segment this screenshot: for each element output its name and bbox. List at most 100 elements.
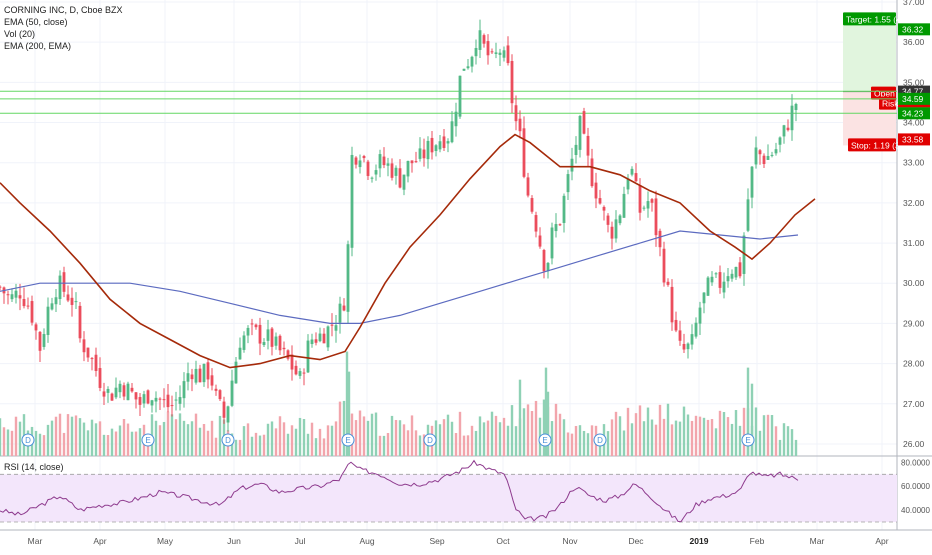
volume-bar (502, 417, 506, 456)
candle-body (226, 406, 230, 423)
volume-bar (730, 423, 734, 456)
volume-bar (2, 427, 6, 456)
volume-bar (262, 434, 266, 456)
volume-bar (554, 403, 558, 456)
time-tick-label: Feb (750, 536, 765, 546)
candle-body (18, 295, 22, 299)
candle-body (774, 149, 778, 154)
candle-body (566, 174, 570, 193)
volume-bar (510, 405, 514, 456)
candle-body (562, 195, 566, 223)
candle-body (738, 262, 742, 277)
candle-body (434, 145, 438, 152)
indicator-ema200[interactable]: EMA (200, EMA) (4, 41, 72, 51)
rsi-legend[interactable]: RSI (14, close) (4, 462, 64, 472)
volume-bar (210, 420, 214, 456)
rsi-tick-label: 60.0000 (901, 482, 930, 491)
earnings-marker (341, 433, 355, 447)
volume-spike (544, 367, 548, 456)
candle-body (270, 328, 274, 347)
volume-bar (606, 431, 610, 456)
candle-body (546, 262, 550, 272)
candle-body (278, 335, 282, 351)
candle-body (690, 334, 694, 345)
volume-bar (414, 430, 418, 456)
volume-bar (774, 426, 778, 456)
candle-body (510, 60, 514, 104)
time-tick-label: Mar (28, 536, 43, 546)
time-tick-label: Jun (227, 536, 241, 546)
candle-body (370, 177, 374, 179)
candle-body (74, 301, 78, 303)
candle-body (702, 292, 706, 304)
volume-bar (758, 430, 762, 456)
open-position-label: Open P (874, 89, 903, 99)
candle-body (598, 198, 602, 204)
volume-bar (310, 422, 314, 456)
volume-bar (718, 410, 722, 456)
rsi-tick-label: 40.0000 (901, 506, 930, 515)
candle-body (646, 201, 650, 209)
candle-body (126, 383, 130, 401)
candle-body (794, 103, 798, 111)
candle-body (638, 185, 642, 213)
time-tick-label: May (157, 536, 174, 546)
candle-body (170, 405, 174, 407)
candle-body (218, 390, 222, 400)
candle-body (394, 167, 398, 176)
earnings-marker (538, 433, 552, 447)
candle-body (426, 140, 430, 160)
candle-body (90, 358, 94, 360)
volume-bar (18, 421, 22, 456)
candle-body (606, 215, 610, 225)
volume-bar (202, 424, 206, 456)
candle-body (62, 272, 66, 292)
volume-bar (98, 421, 102, 456)
volume-bar (378, 435, 382, 456)
risk-reward-label: Risk/ (882, 99, 902, 109)
volume-bar (542, 399, 546, 456)
candle-body (98, 368, 102, 388)
volume-bar (578, 425, 582, 456)
volume-bar (38, 433, 42, 456)
volume-bar (270, 421, 274, 456)
time-axis[interactable]: Mar Apr May Jun Jul Aug Sep Oct Nov Dec 2019 Feb Mar… (28, 536, 889, 546)
volume-bar (470, 425, 474, 456)
dividend-marker (221, 433, 235, 447)
candle-body (762, 155, 766, 165)
time-tick-label: Mar (810, 536, 825, 546)
volume-bar (162, 421, 166, 456)
price-axis[interactable]: 26.00 27.00 28.00 29.00 30.00 31.00 32.00 33.00… (898, 0, 930, 449)
volume-bar (642, 421, 646, 456)
volume-bar (290, 425, 294, 456)
event-marker-label: D (597, 436, 603, 445)
candle-body (718, 272, 722, 288)
indicator-volume[interactable]: Vol (20) (4, 29, 36, 39)
candle-body (766, 155, 770, 160)
price-tag-bg (898, 23, 930, 36)
candle-body (182, 381, 186, 399)
candle-body (570, 158, 574, 172)
volume-bar (466, 435, 470, 456)
volume-bar (618, 416, 622, 456)
candle-body (274, 336, 278, 346)
candle-body (498, 52, 502, 55)
candle-body (642, 207, 646, 209)
volume-bar (526, 404, 530, 456)
candle-body (230, 380, 234, 406)
candle-body (698, 307, 702, 324)
volume-bar (266, 423, 270, 456)
volume-bar (570, 433, 574, 456)
volume-bar (450, 421, 454, 456)
price-tag-bg (898, 92, 930, 105)
volume-bar (198, 427, 202, 456)
candle-body (66, 294, 70, 301)
horizontal-levels[interactable] (0, 90, 897, 114)
volume-bar (574, 425, 578, 456)
indicator-ema50[interactable]: EMA (50, close) (4, 17, 68, 27)
candle-body (298, 371, 302, 376)
price-tick-label: 28.00 (903, 359, 925, 369)
